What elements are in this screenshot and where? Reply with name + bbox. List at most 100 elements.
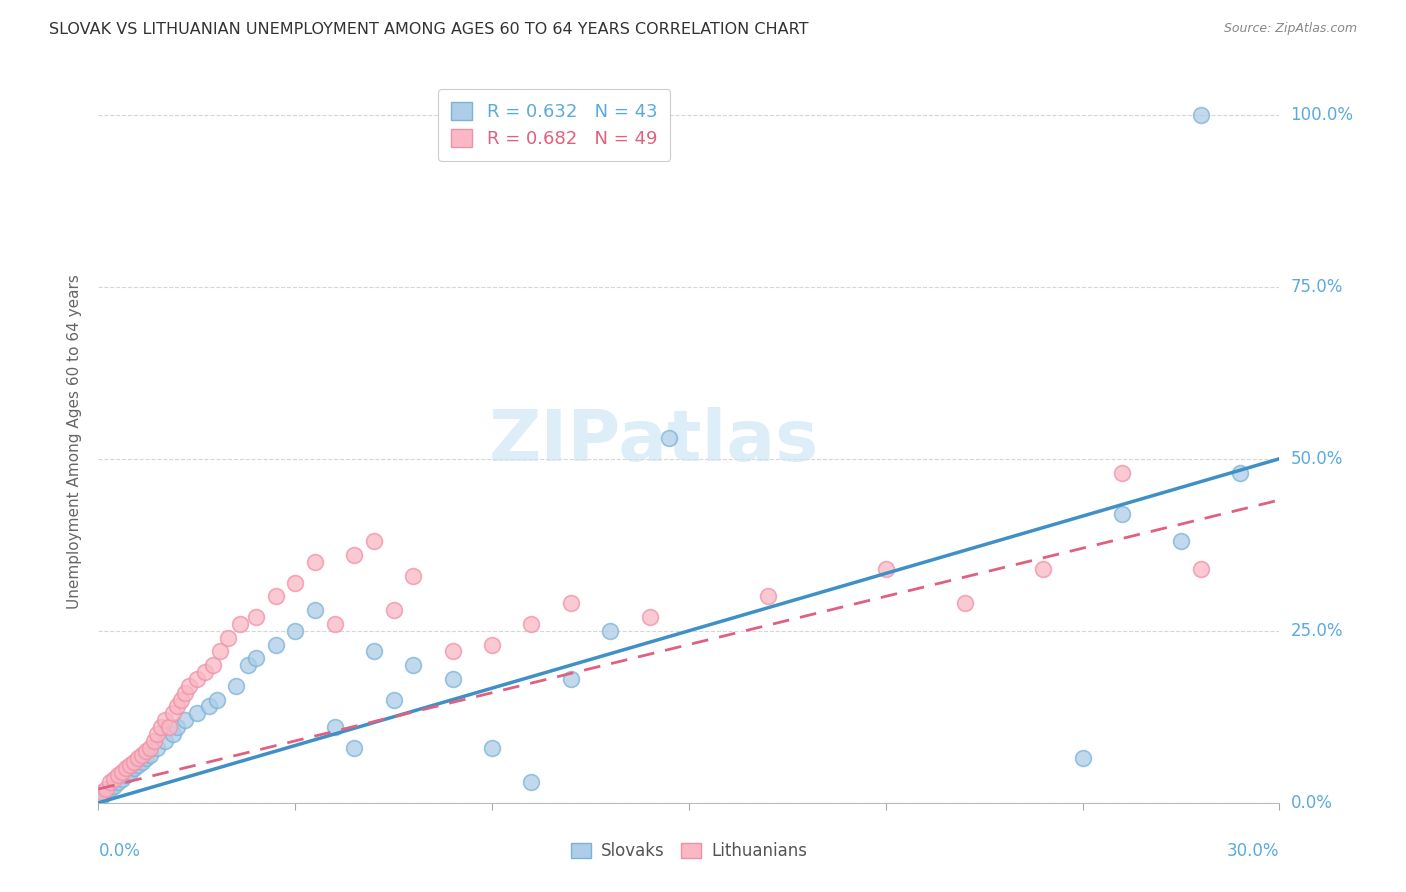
Point	[127, 758, 149, 772]
Text: 0.0%: 0.0%	[1291, 794, 1333, 812]
Point	[142, 734, 165, 748]
Point	[520, 616, 543, 631]
Text: ZIPatlas: ZIPatlas	[488, 407, 818, 476]
Point	[382, 603, 405, 617]
Point	[402, 658, 425, 673]
Point	[205, 692, 228, 706]
Point	[953, 596, 976, 610]
Point	[197, 699, 219, 714]
Point	[229, 616, 252, 631]
Point	[91, 785, 114, 799]
Point	[560, 672, 582, 686]
Point	[157, 720, 180, 734]
Text: 75.0%: 75.0%	[1291, 277, 1343, 296]
Point	[304, 603, 326, 617]
Point	[201, 658, 224, 673]
Point	[186, 706, 208, 721]
Text: 50.0%: 50.0%	[1291, 450, 1343, 467]
Text: 30.0%: 30.0%	[1227, 842, 1279, 860]
Point	[122, 755, 145, 769]
Point	[658, 431, 681, 445]
Point	[363, 534, 385, 549]
Point	[186, 672, 208, 686]
Point	[138, 747, 160, 762]
Point	[382, 692, 405, 706]
Point	[209, 644, 232, 658]
Text: 100.0%: 100.0%	[1291, 105, 1354, 124]
Point	[875, 562, 897, 576]
Y-axis label: Unemployment Among Ages 60 to 64 years: Unemployment Among Ages 60 to 64 years	[67, 274, 83, 609]
Point	[194, 665, 217, 679]
Text: Source: ZipAtlas.com: Source: ZipAtlas.com	[1223, 22, 1357, 36]
Point	[127, 751, 149, 765]
Point	[284, 624, 307, 638]
Point	[245, 651, 267, 665]
Point	[236, 658, 259, 673]
Point	[402, 568, 425, 582]
Point	[343, 740, 366, 755]
Point	[122, 761, 145, 775]
Point	[155, 713, 177, 727]
Point	[146, 727, 169, 741]
Point	[323, 720, 346, 734]
Point	[264, 590, 287, 604]
Point	[155, 734, 177, 748]
Point	[115, 761, 138, 775]
Point	[166, 699, 188, 714]
Point	[1189, 562, 1212, 576]
Point	[115, 768, 138, 782]
Point	[217, 631, 239, 645]
Point	[107, 775, 129, 789]
Point	[91, 789, 114, 803]
Point	[756, 590, 779, 604]
Point	[96, 785, 118, 799]
Point	[170, 692, 193, 706]
Point	[174, 713, 197, 727]
Point	[1111, 466, 1133, 480]
Point	[162, 706, 184, 721]
Legend: Slovaks, Lithuanians: Slovaks, Lithuanians	[564, 836, 814, 867]
Point	[284, 575, 307, 590]
Point	[599, 624, 621, 638]
Point	[560, 596, 582, 610]
Point	[98, 775, 121, 789]
Point	[225, 679, 247, 693]
Point	[441, 644, 464, 658]
Point	[135, 751, 157, 765]
Point	[1170, 534, 1192, 549]
Point	[131, 755, 153, 769]
Text: SLOVAK VS LITHUANIAN UNEMPLOYMENT AMONG AGES 60 TO 64 YEARS CORRELATION CHART: SLOVAK VS LITHUANIAN UNEMPLOYMENT AMONG …	[49, 22, 808, 37]
Point	[107, 768, 129, 782]
Point	[441, 672, 464, 686]
Point	[174, 686, 197, 700]
Point	[1189, 108, 1212, 122]
Point	[135, 744, 157, 758]
Point	[98, 782, 121, 797]
Point	[264, 638, 287, 652]
Point	[177, 679, 200, 693]
Point	[520, 775, 543, 789]
Point	[118, 764, 141, 779]
Text: 25.0%: 25.0%	[1291, 622, 1343, 640]
Point	[481, 740, 503, 755]
Point	[638, 610, 661, 624]
Point	[96, 782, 118, 797]
Point	[323, 616, 346, 631]
Point	[245, 610, 267, 624]
Text: 0.0%: 0.0%	[98, 842, 141, 860]
Point	[1229, 466, 1251, 480]
Point	[146, 740, 169, 755]
Point	[111, 764, 134, 779]
Point	[150, 720, 173, 734]
Point	[111, 772, 134, 786]
Point	[131, 747, 153, 762]
Point	[162, 727, 184, 741]
Point	[304, 555, 326, 569]
Point	[481, 638, 503, 652]
Point	[363, 644, 385, 658]
Point	[343, 548, 366, 562]
Point	[1032, 562, 1054, 576]
Point	[138, 740, 160, 755]
Point	[103, 779, 125, 793]
Point	[103, 772, 125, 786]
